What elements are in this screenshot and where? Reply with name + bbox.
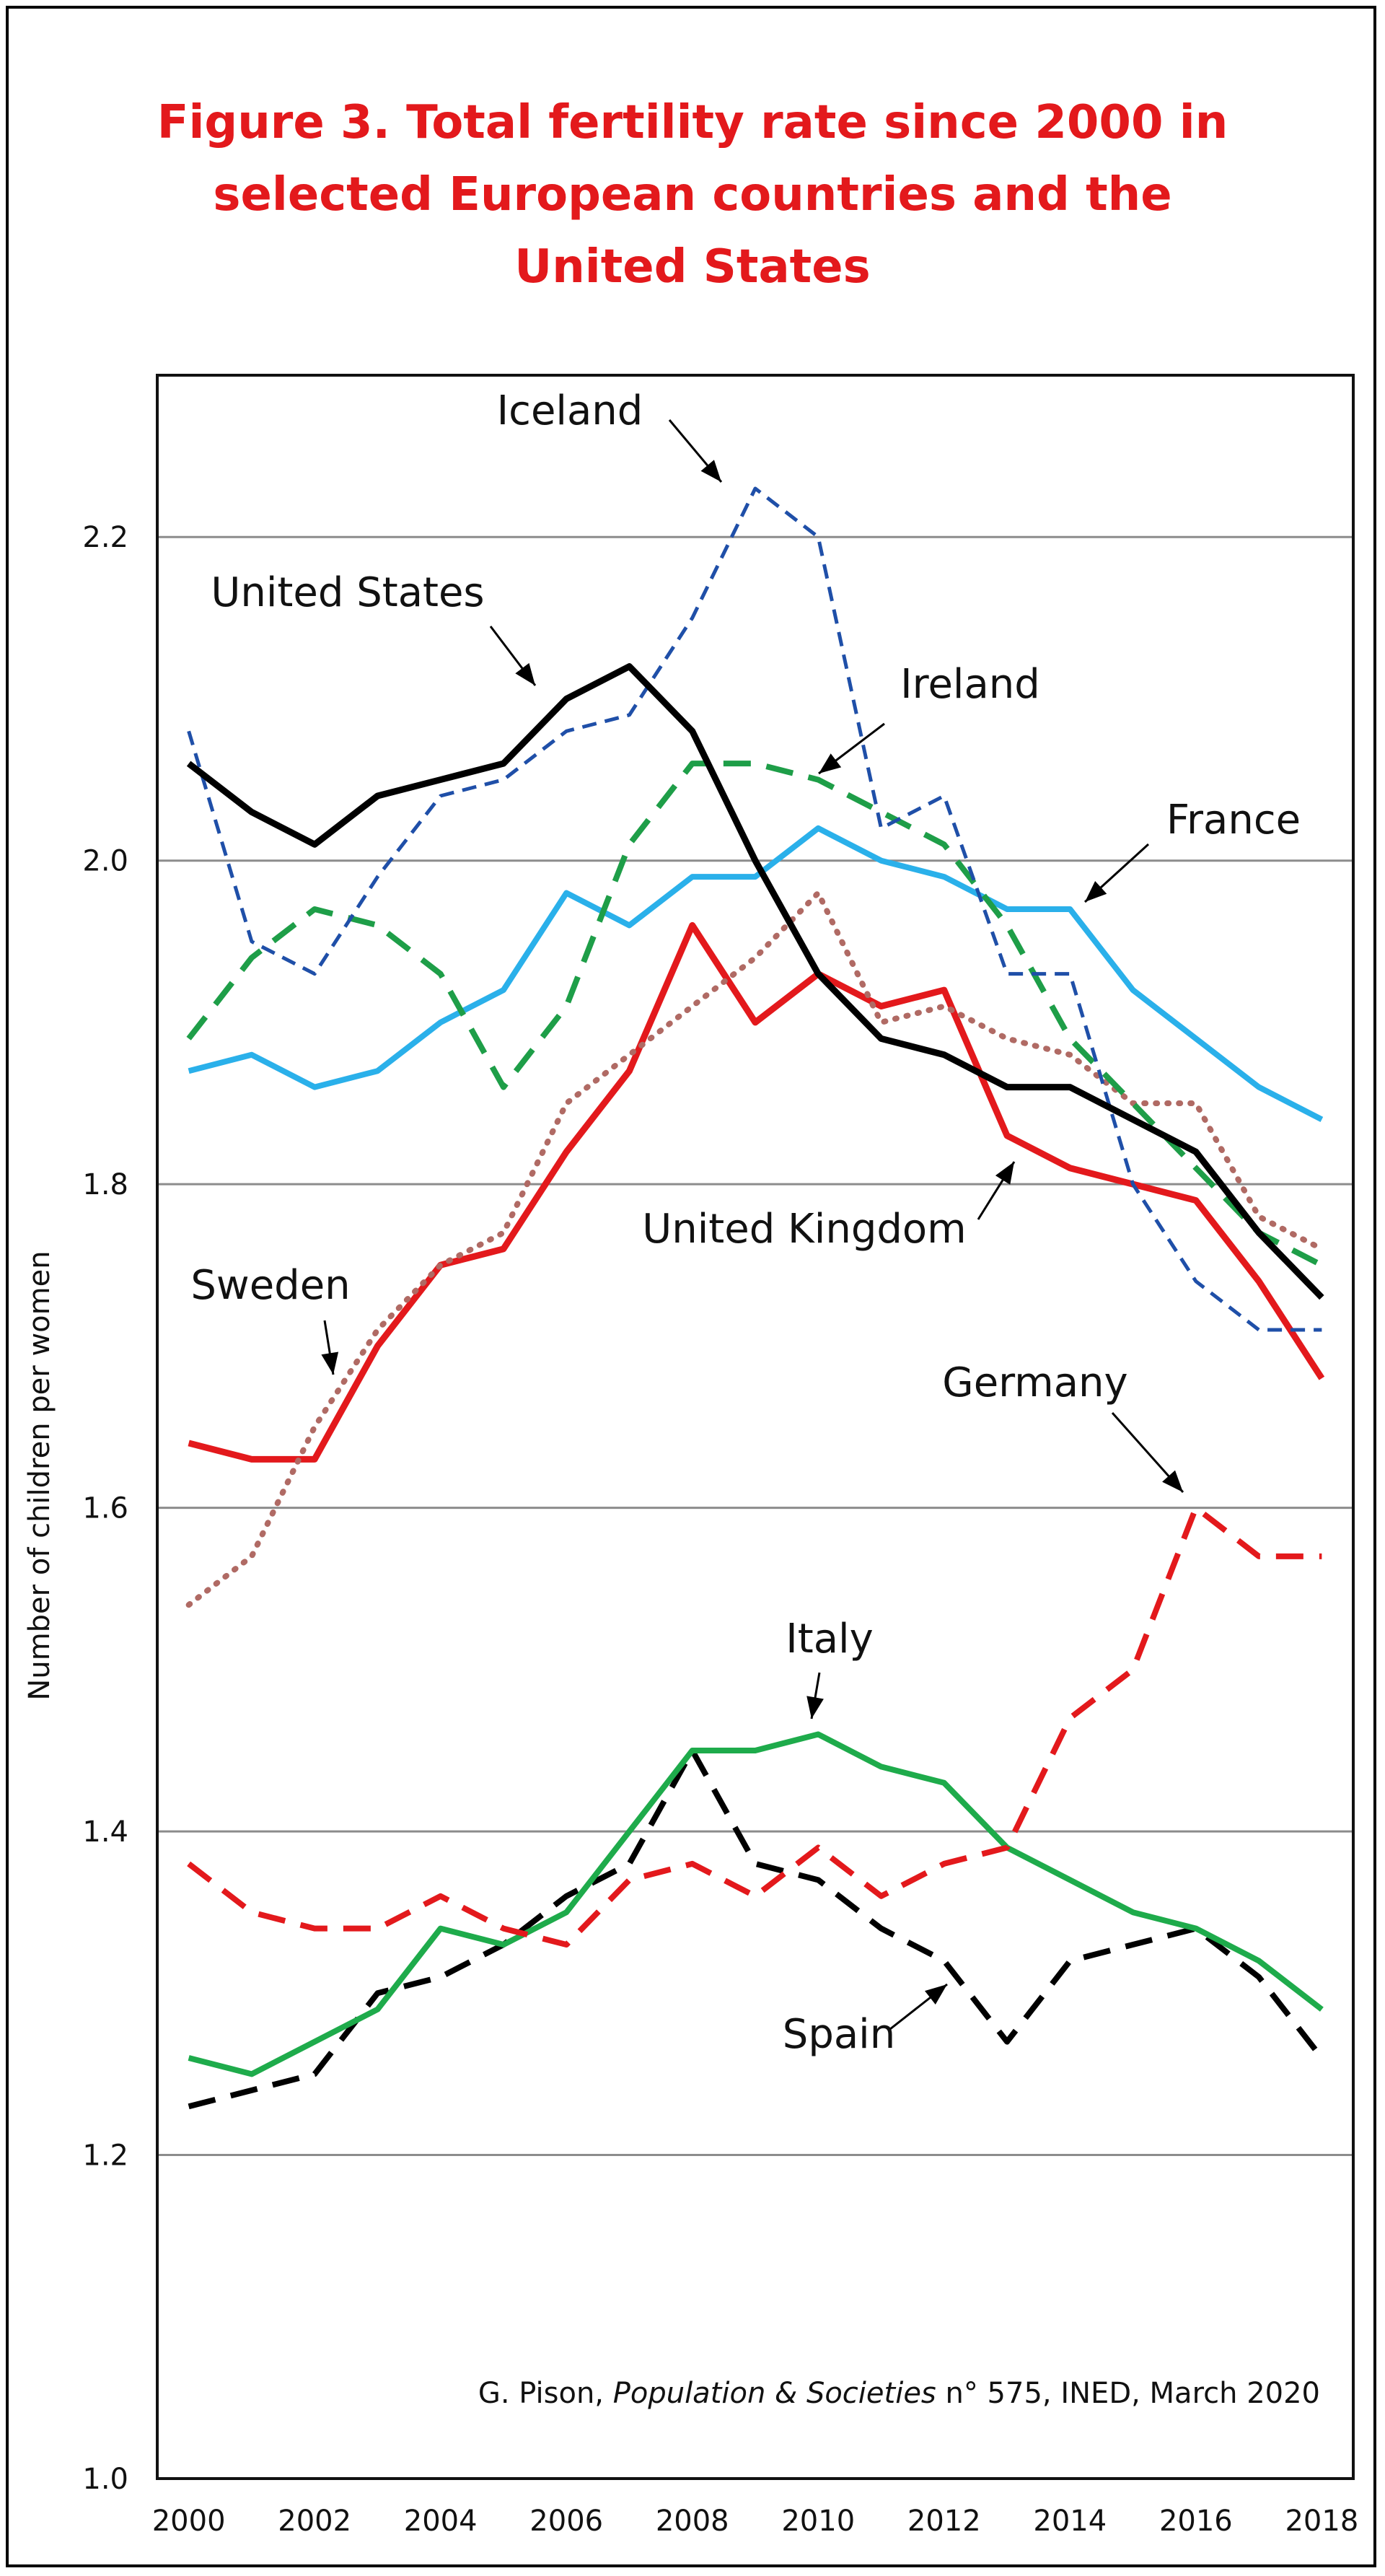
x-tick-label: 2004 xyxy=(404,2505,478,2538)
annotations: Iceland United States Ireland France United … xyxy=(190,387,1301,2058)
y-tick-label: 1.6 xyxy=(82,1492,128,1525)
x-tick-label: 2014 xyxy=(1033,2505,1107,2538)
annotation-united-states: United States xyxy=(211,569,484,616)
x-tick-label: 2016 xyxy=(1159,2505,1233,2538)
arrowhead-spain xyxy=(924,1984,947,2005)
annotation-iceland: Iceland xyxy=(497,387,643,434)
arrowhead-italy xyxy=(806,1696,824,1719)
annotation-sweden: Sweden xyxy=(190,1262,350,1309)
series-line-germany xyxy=(187,1504,1322,1948)
arrowhead-france xyxy=(1085,880,1107,902)
source-prefix: G. Pison, xyxy=(478,2377,613,2410)
x-tick-label: 2000 xyxy=(152,2505,226,2538)
y-tick-label: 2.0 xyxy=(82,845,128,878)
figure-frame xyxy=(6,6,1376,2567)
plot-area xyxy=(156,374,1355,2480)
y-tick-label: 1.0 xyxy=(82,2463,128,2496)
x-tick-label: 2006 xyxy=(529,2505,603,2538)
annotation-united-kingdom: United Kingdom xyxy=(642,1206,966,1253)
annotation-germany: Germany xyxy=(942,1359,1127,1406)
annotation-spain: Spain xyxy=(783,2011,895,2058)
source-note: G. Pison, Population & Societies n° 575,… xyxy=(478,2377,1320,2410)
y-tick-label: 1.4 xyxy=(82,1815,128,1849)
series-line-italy xyxy=(188,1731,1324,2077)
source-suffix: n° 575, INED, March 2020 xyxy=(936,2377,1320,2410)
annotation-france: France xyxy=(1166,797,1301,844)
y-tick-label: 1.8 xyxy=(82,1168,128,1201)
x-tick-label: 2010 xyxy=(781,2505,855,2538)
series-line-france xyxy=(188,825,1324,1123)
arrowhead-ireland xyxy=(819,753,842,774)
annotation-italy: Italy xyxy=(786,1616,874,1662)
gridlines xyxy=(157,535,1353,2157)
arrowhead-united-states xyxy=(515,662,535,685)
arrowhead-sweden xyxy=(321,1351,339,1375)
series-line-united-states xyxy=(186,663,1324,1300)
y-tick-label: 2.2 xyxy=(82,521,128,554)
arrowhead-united-kingdom xyxy=(995,1162,1014,1185)
axis-ticks: 1.0 1.2 1.4 1.6 1.8 2.0 2.2 2000 2002 2004 2006 200… xyxy=(82,521,1358,2538)
series-line-iceland xyxy=(187,486,1322,1332)
series-line-united-kingdom xyxy=(185,890,1325,1608)
arrowhead-iceland xyxy=(700,460,721,482)
arrowhead-germany xyxy=(1162,1470,1183,1492)
y-tick-label: 1.2 xyxy=(82,2139,128,2173)
annotation-ireland: Ireland xyxy=(900,661,1040,708)
series-line-spain xyxy=(188,1747,1324,2110)
source-publication: Population & Societies xyxy=(613,2377,936,2410)
x-tick-label: 2008 xyxy=(656,2505,729,2538)
x-tick-label: 2018 xyxy=(1285,2505,1358,2538)
chart-title: Figure 3. Total fertility rate since 200… xyxy=(157,96,1228,294)
series-lines xyxy=(185,486,1325,2110)
x-tick-label: 2012 xyxy=(907,2505,981,2538)
x-tick-label: 2002 xyxy=(278,2505,351,2538)
